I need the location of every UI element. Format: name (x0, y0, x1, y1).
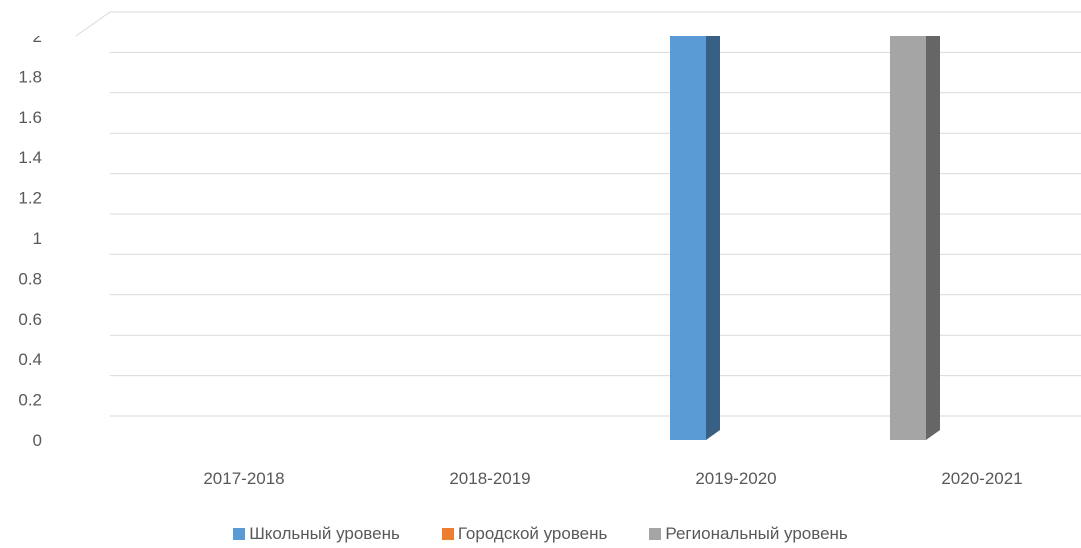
bar-side (926, 26, 940, 440)
y-tick-label: 1.2 (18, 189, 42, 208)
bar (670, 26, 720, 440)
x-tick-label: 2020-2021 (941, 469, 1022, 488)
y-tick-label: 1.8 (18, 67, 42, 86)
legend-item-city: Городской уровень (441, 524, 608, 544)
y-tick-label: 0 (33, 431, 42, 450)
bar-front (890, 36, 926, 440)
x-tick-label: 2019-2020 (695, 469, 776, 488)
bar-front (670, 36, 706, 440)
x-tick-label: 2017-2018 (203, 469, 284, 488)
bar (890, 26, 940, 440)
x-axis: 2017-2018 2018-2019 2019-2020 2020-2021 (203, 469, 1022, 488)
y-tick-label: 1.4 (18, 148, 42, 167)
legend-swatch-city (441, 528, 454, 540)
top-edge-left (75, 11, 111, 37)
legend-label-school: Школьный уровень (249, 524, 400, 543)
y-tick-label: 1.6 (18, 108, 42, 127)
y-axis: 0 0.2 0.4 0.6 0.8 1 1.2 1.4 1.6 1.8 2 (18, 27, 42, 450)
x-tick-label: 2018-2019 (449, 469, 530, 488)
y-tick-label: 0.2 (18, 391, 42, 410)
legend-label-regional: Региональный уровень (665, 524, 848, 543)
legend-swatch-school (233, 528, 246, 540)
legend: Школьный уровень Городской уровень Регио… (0, 522, 1081, 546)
y-tick-label: 0.8 (18, 269, 42, 288)
y-tick-label: 2 (33, 27, 42, 46)
legend-label-city: Городской уровень (457, 524, 608, 543)
y-tick-label: 1 (33, 229, 42, 248)
legend-swatch-regional (649, 528, 662, 540)
bars (0, 0, 1081, 440)
top-mask (0, 0, 1081, 36)
legend-item-school: Школьный уровень (233, 524, 400, 544)
legend-item-regional: Региональный уровень (649, 524, 848, 544)
y-tick-label: 0.4 (18, 350, 42, 369)
y-tick-label: 0.6 (18, 310, 42, 329)
bar-side (706, 26, 720, 440)
